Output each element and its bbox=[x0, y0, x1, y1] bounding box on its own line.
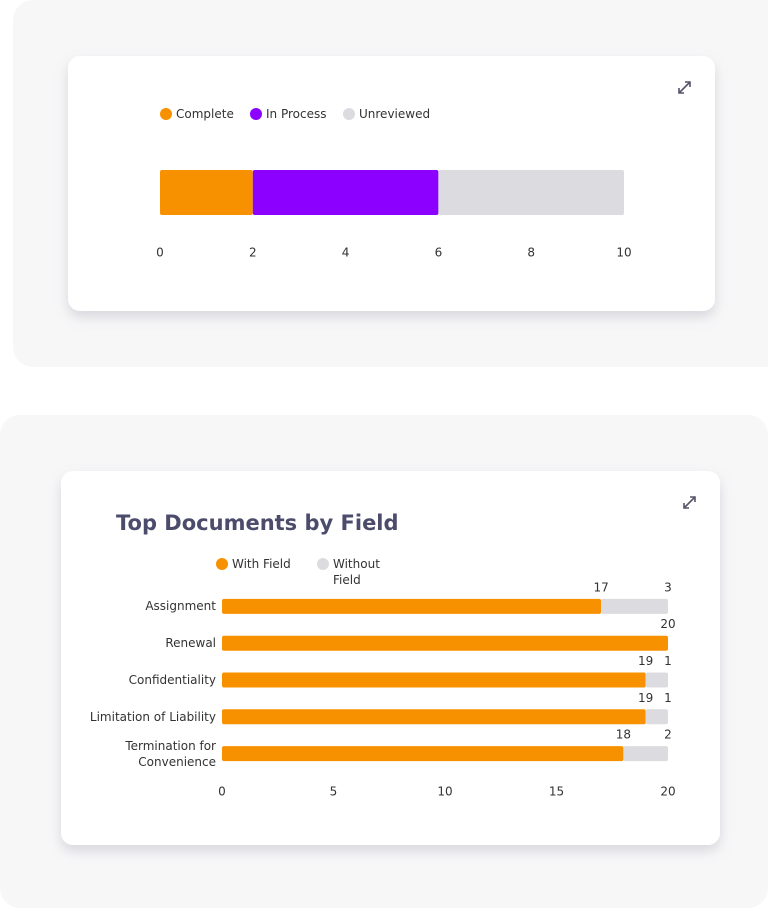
y-tick-label: Renewal bbox=[165, 636, 216, 651]
data-label: 20 bbox=[660, 617, 675, 631]
x-tick-label: 6 bbox=[435, 246, 443, 260]
data-label: 1 bbox=[664, 654, 672, 668]
legend-marker bbox=[160, 108, 172, 120]
bar-segment bbox=[222, 709, 646, 725]
x-tick-label: 15 bbox=[549, 785, 564, 799]
x-tick-label: 0 bbox=[156, 246, 164, 260]
chart-title: Top Documents by Field bbox=[116, 511, 399, 535]
bar-segment bbox=[160, 170, 253, 215]
data-label: 18 bbox=[616, 728, 631, 742]
y-tick-label: Limitation of Liability bbox=[89, 709, 216, 724]
x-tick-label: 20 bbox=[660, 785, 675, 799]
y-tick-label: Confidentiality bbox=[128, 673, 216, 687]
x-tick-label: 4 bbox=[342, 246, 350, 260]
data-label: 3 bbox=[664, 580, 672, 594]
x-tick-label: 10 bbox=[437, 785, 452, 799]
bar-segment bbox=[222, 598, 602, 614]
legend-label: With Field bbox=[232, 557, 291, 571]
legend-marker bbox=[250, 108, 262, 120]
legend-label: Unreviewed bbox=[359, 107, 431, 121]
bar-segment bbox=[438, 170, 624, 215]
bar-segment bbox=[252, 170, 439, 215]
expand-icon[interactable] bbox=[678, 81, 691, 94]
legend-label: In Process bbox=[266, 107, 327, 121]
y-tick-label: Termination for Convenience bbox=[125, 738, 216, 769]
data-label: 1 bbox=[664, 691, 672, 705]
x-tick-label: 10 bbox=[616, 246, 631, 260]
expand-icon[interactable] bbox=[683, 496, 696, 509]
bar-segment bbox=[645, 672, 668, 688]
y-tick-label: Assignment bbox=[145, 599, 216, 614]
legend-marker bbox=[317, 558, 329, 570]
bar-segment bbox=[601, 598, 668, 614]
x-tick-label: 2 bbox=[249, 246, 257, 260]
bar-segment bbox=[645, 709, 668, 725]
bar-segment bbox=[222, 746, 624, 762]
legend-label: Complete bbox=[176, 107, 234, 121]
data-label: 19 bbox=[638, 654, 653, 668]
legend-marker bbox=[343, 108, 355, 120]
bar-segment bbox=[222, 672, 646, 688]
legend-label: Without Field bbox=[333, 557, 380, 587]
data-label: 19 bbox=[638, 691, 653, 705]
x-tick-label: 8 bbox=[527, 246, 535, 260]
bar-segment bbox=[623, 746, 668, 762]
data-label: 17 bbox=[593, 580, 608, 594]
data-label: 2 bbox=[664, 728, 672, 742]
x-tick-label: 0 bbox=[218, 785, 226, 799]
legend-marker bbox=[216, 558, 228, 570]
x-tick-label: 5 bbox=[330, 785, 338, 799]
bar-segment bbox=[222, 635, 668, 651]
